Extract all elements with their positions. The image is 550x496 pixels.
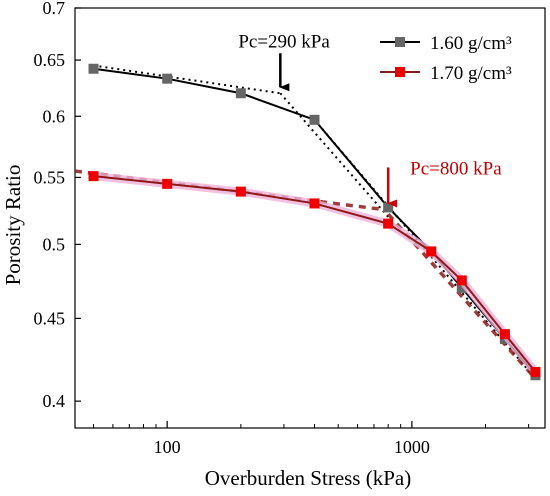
data-point [530, 366, 541, 377]
data-point [499, 329, 510, 340]
x-tick-label: 1000 [394, 437, 430, 457]
data-point [162, 178, 173, 189]
data-point [162, 73, 173, 84]
data-point [383, 218, 394, 229]
y-tick-label: 0.4 [43, 391, 66, 411]
y-axis-title: Porosity Ratio [1, 165, 25, 286]
data-point [309, 114, 320, 125]
y-tick-label: 0.65 [34, 50, 66, 70]
data-point [235, 88, 246, 99]
data-point [426, 246, 437, 257]
x-tick-label: 100 [154, 437, 181, 457]
data-point [383, 202, 394, 213]
legend-label: 1.60 g/cm³ [430, 33, 512, 54]
data-point [88, 63, 99, 74]
plot-area: 0.4 0.45 0.5 0.55 0.6 0.65 0.7 100 1000 Pc=290 kP… [34, 0, 546, 457]
data-point [88, 171, 99, 182]
legend-label: 1.70 g/cm³ [430, 63, 512, 84]
annotation-label: Pc=800 kPa [410, 158, 502, 179]
fit-line [313, 119, 537, 380]
data-point [235, 186, 246, 197]
legend-marker [395, 67, 405, 77]
x-axis-title: Overburden Stress (kPa) [205, 466, 411, 490]
series-line [93, 67, 537, 376]
y-tick-label: 0.55 [34, 167, 66, 187]
data-point [309, 198, 320, 209]
y-tick-label: 0.5 [43, 234, 66, 254]
y-tick-label: 0.7 [43, 0, 66, 18]
plot-frame [74, 7, 546, 429]
legend-marker [395, 37, 405, 47]
fit-line [93, 64, 281, 95]
data-point [456, 282, 467, 293]
data-point [456, 275, 467, 286]
y-tick-label: 0.45 [34, 308, 66, 328]
fit-line [386, 212, 537, 380]
annotation-label: Pc=290 kPa [238, 31, 330, 52]
y-tick-label: 0.6 [43, 106, 66, 126]
